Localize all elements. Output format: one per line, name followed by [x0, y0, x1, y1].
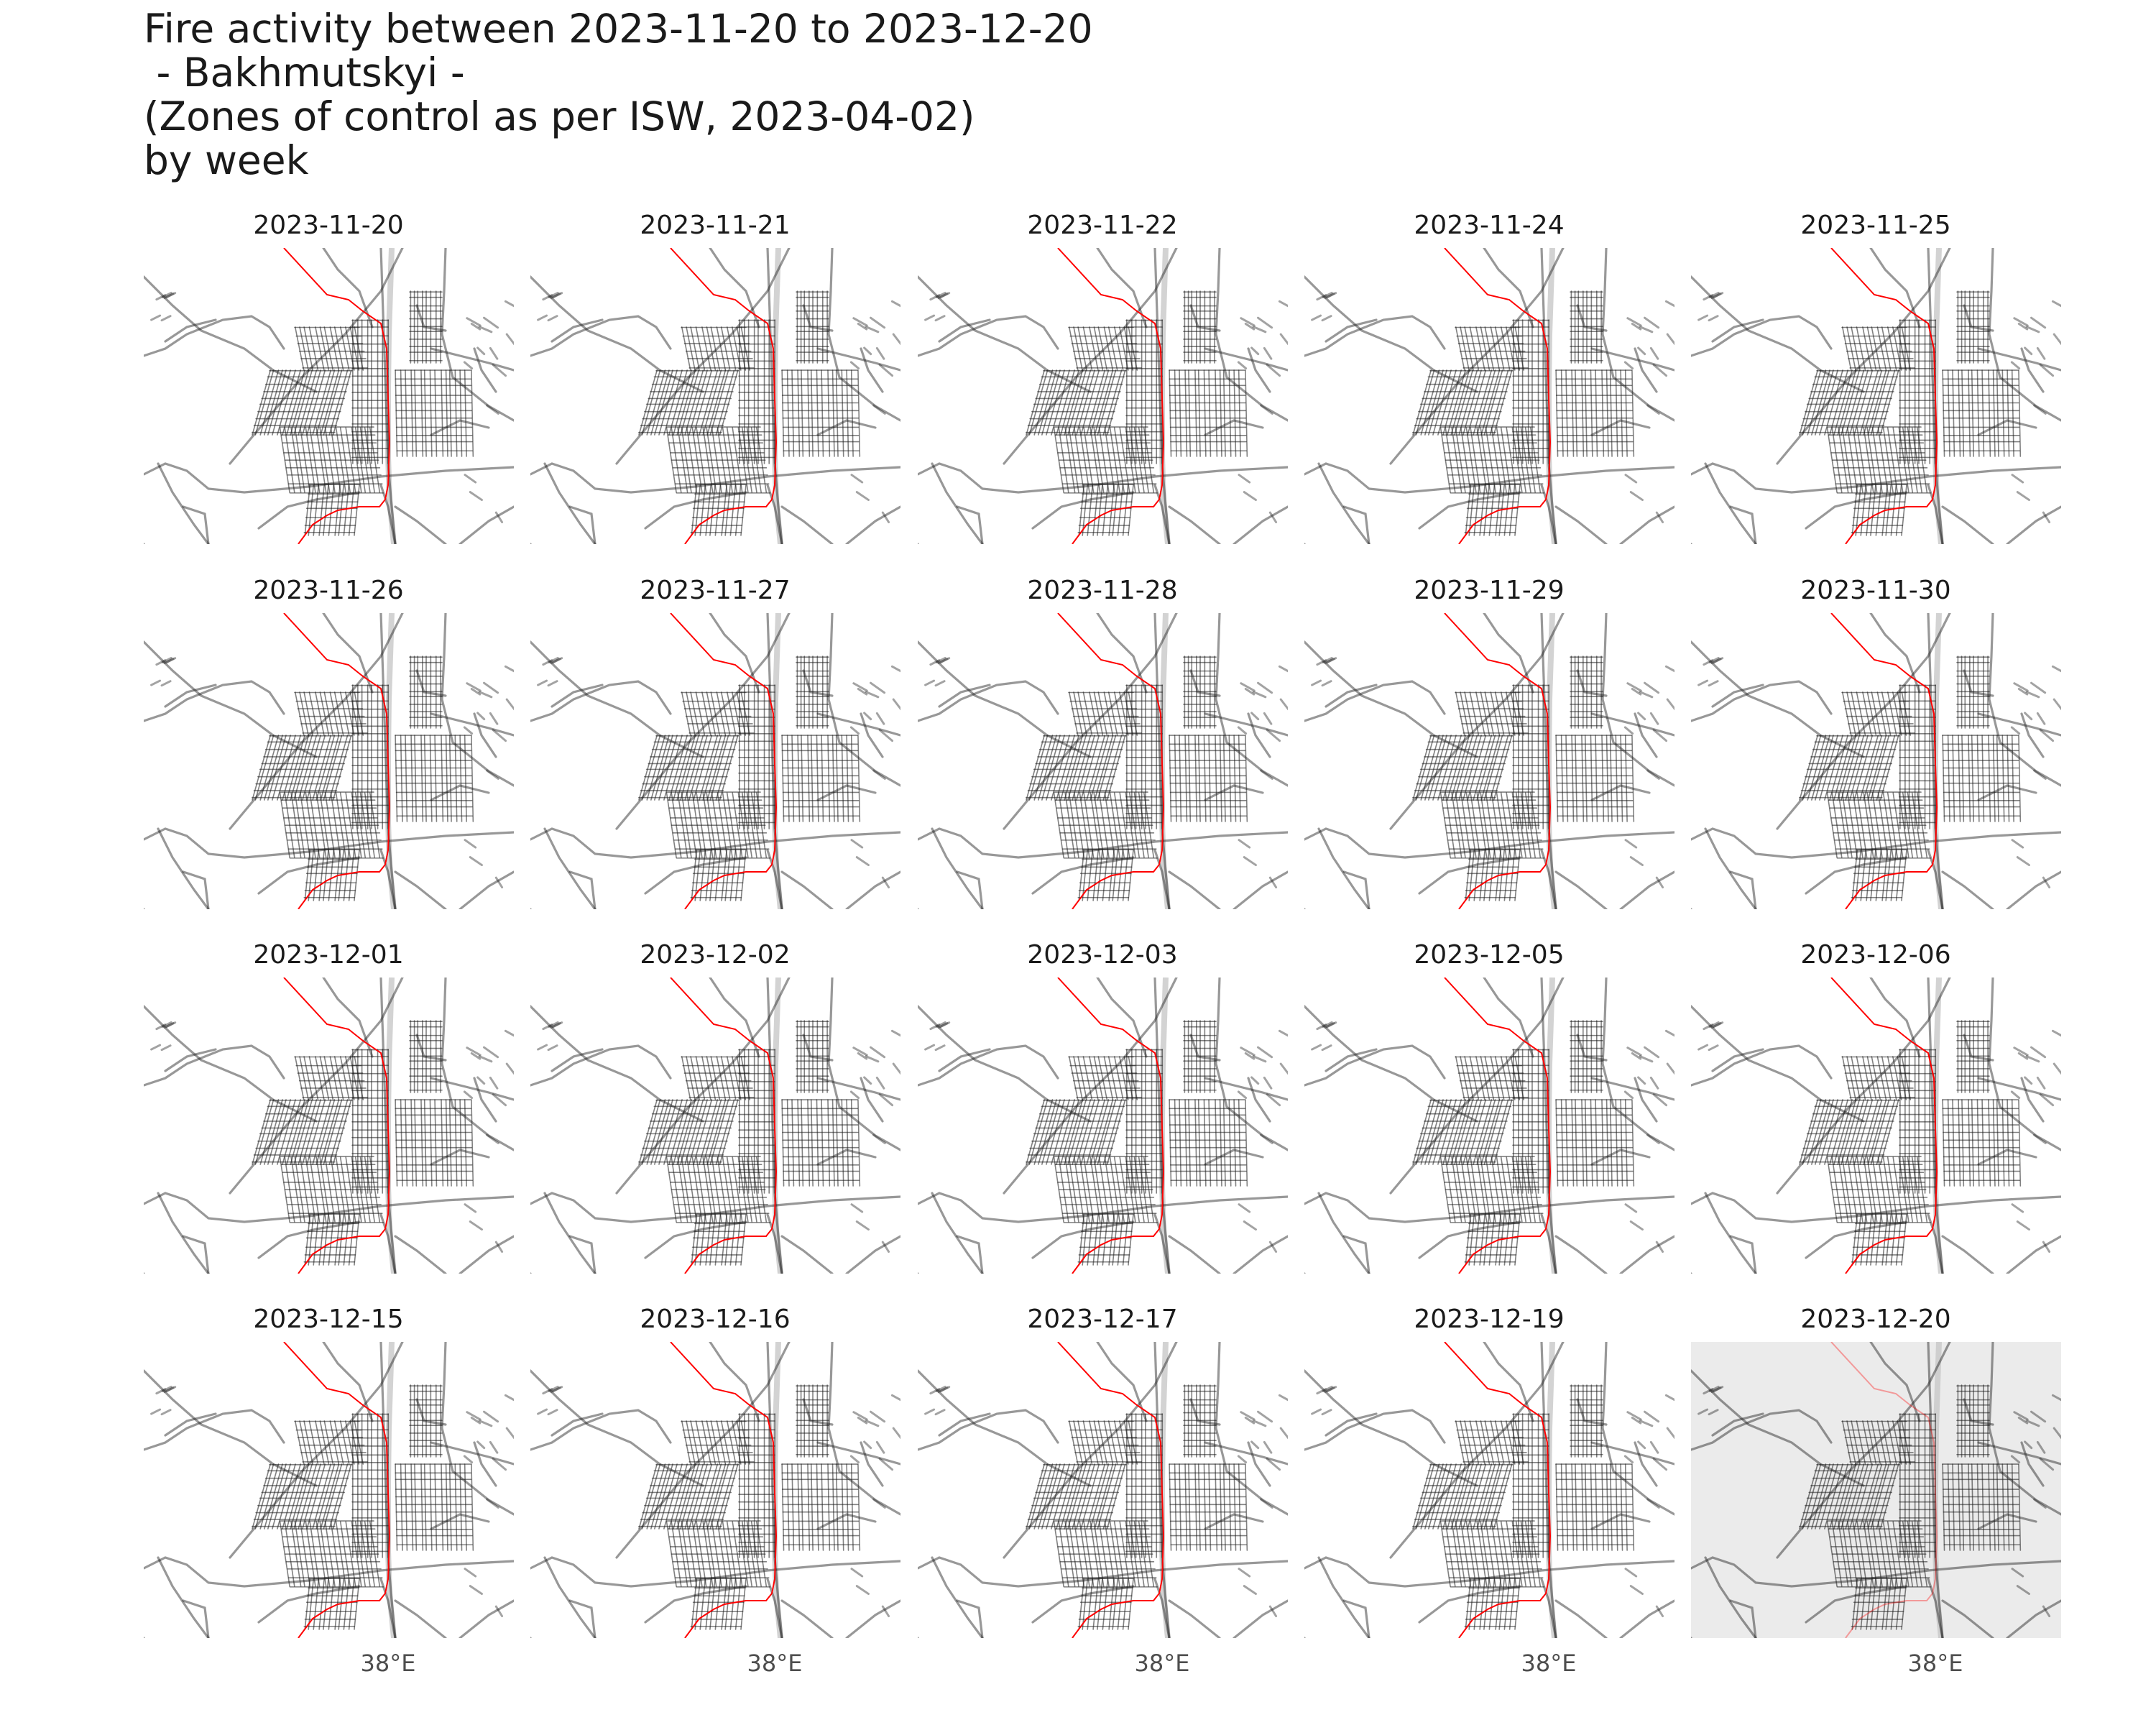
- title-line-4: by week: [144, 137, 309, 183]
- front-line: [670, 248, 778, 544]
- facet-panel: [530, 248, 900, 544]
- front-line: [670, 978, 778, 1274]
- facet-label: 2023-12-15: [253, 1305, 403, 1334]
- road-network: [1691, 613, 2061, 909]
- x-tick-label: 38°E: [747, 1650, 803, 1677]
- facet-panel: [1691, 978, 2061, 1274]
- front-line: [1830, 1342, 1938, 1638]
- road-network: [530, 613, 900, 909]
- facet-panel: [144, 1342, 514, 1638]
- road-network: [1304, 613, 1674, 909]
- road-network: [1691, 978, 2061, 1274]
- facet-label: 2023-11-22: [1027, 211, 1177, 240]
- facet-label: 2023-11-25: [1800, 211, 1950, 240]
- facet-label: 2023-12-05: [1414, 940, 1564, 970]
- chart-title: Fire activity between 2023-11-20 to 2023…: [144, 7, 1093, 183]
- front-line: [1057, 978, 1165, 1274]
- front-line: [1830, 248, 1938, 544]
- facet-label: 2023-12-20: [1800, 1305, 1950, 1334]
- facet-label: 2023-11-29: [1414, 576, 1564, 605]
- facet-panel: [1691, 1342, 2061, 1638]
- facet-panel: [1304, 978, 1674, 1274]
- title-line-3: (Zones of control as per ISW, 2023-04-02…: [144, 93, 975, 139]
- title-line-1: Fire activity between 2023-11-20 to 2023…: [144, 6, 1093, 52]
- front-line: [670, 613, 778, 909]
- facet-label: 2023-11-26: [253, 576, 403, 605]
- facet-panel: [144, 613, 514, 909]
- front-line: [1444, 613, 1552, 909]
- x-tick-label: 38°E: [1908, 1650, 1963, 1677]
- facet-panel: [1304, 248, 1674, 544]
- facet-panel: [1691, 613, 2061, 909]
- front-line: [1830, 613, 1938, 909]
- facet-label: 2023-12-17: [1027, 1305, 1177, 1334]
- facet-label: 2023-11-28: [1027, 576, 1177, 605]
- facet-panel: [1304, 613, 1674, 909]
- facet-label: 2023-12-01: [253, 940, 403, 970]
- road-network: [918, 978, 1288, 1274]
- road-network: [918, 1342, 1288, 1638]
- front-line: [1057, 1342, 1165, 1638]
- facet-label: 2023-11-20: [253, 211, 403, 240]
- front-line: [1444, 978, 1552, 1274]
- road-network: [918, 248, 1288, 544]
- facet-label: 2023-12-19: [1414, 1305, 1564, 1334]
- facet-label: 2023-12-06: [1800, 940, 1950, 970]
- front-line: [1830, 978, 1938, 1274]
- road-network: [530, 978, 900, 1274]
- facet-label: 2023-11-27: [640, 576, 790, 605]
- facet-panel: [530, 613, 900, 909]
- front-line: [670, 1342, 778, 1638]
- x-tick-label: 38°E: [1521, 1650, 1577, 1677]
- facet-panel: [918, 613, 1288, 909]
- facet-label: 2023-12-16: [640, 1305, 790, 1334]
- front-line: [283, 978, 391, 1274]
- facet-panel: [530, 978, 900, 1274]
- facet-panel: [1691, 248, 2061, 544]
- facet-label: 2023-12-03: [1027, 940, 1177, 970]
- front-line: [1057, 248, 1165, 544]
- road-network: [1691, 1342, 2061, 1638]
- front-line: [283, 1342, 391, 1638]
- facet-panel: [918, 248, 1288, 544]
- facet-panel: [918, 978, 1288, 1274]
- road-network: [144, 1342, 514, 1638]
- facet-label: 2023-11-21: [640, 211, 790, 240]
- facet-panel: [1304, 1342, 1674, 1638]
- facet-panel: [918, 1342, 1288, 1638]
- front-line: [283, 248, 391, 544]
- x-tick-label: 38°E: [1135, 1650, 1190, 1677]
- road-network: [530, 1342, 900, 1638]
- road-network: [1304, 248, 1674, 544]
- road-network: [144, 248, 514, 544]
- road-network: [530, 248, 900, 544]
- x-tick-label: 38°E: [361, 1650, 416, 1677]
- facet-label: 2023-11-30: [1800, 576, 1950, 605]
- front-line: [1057, 613, 1165, 909]
- road-network: [1691, 248, 2061, 544]
- front-line: [1444, 248, 1552, 544]
- facet-label: 2023-12-02: [640, 940, 790, 970]
- road-network: [144, 613, 514, 909]
- highlight-background: [1691, 1342, 2061, 1638]
- title-line-2: - Bakhmutskyi -: [144, 50, 465, 96]
- road-network: [144, 978, 514, 1274]
- road-network: [1304, 978, 1674, 1274]
- facet-panel: [530, 1342, 900, 1638]
- road-network: [918, 613, 1288, 909]
- facet-panel: [144, 978, 514, 1274]
- front-line: [283, 613, 391, 909]
- road-network: [1304, 1342, 1674, 1638]
- facet-panel: [144, 248, 514, 544]
- facet-label: 2023-11-24: [1414, 211, 1564, 240]
- front-line: [1444, 1342, 1552, 1638]
